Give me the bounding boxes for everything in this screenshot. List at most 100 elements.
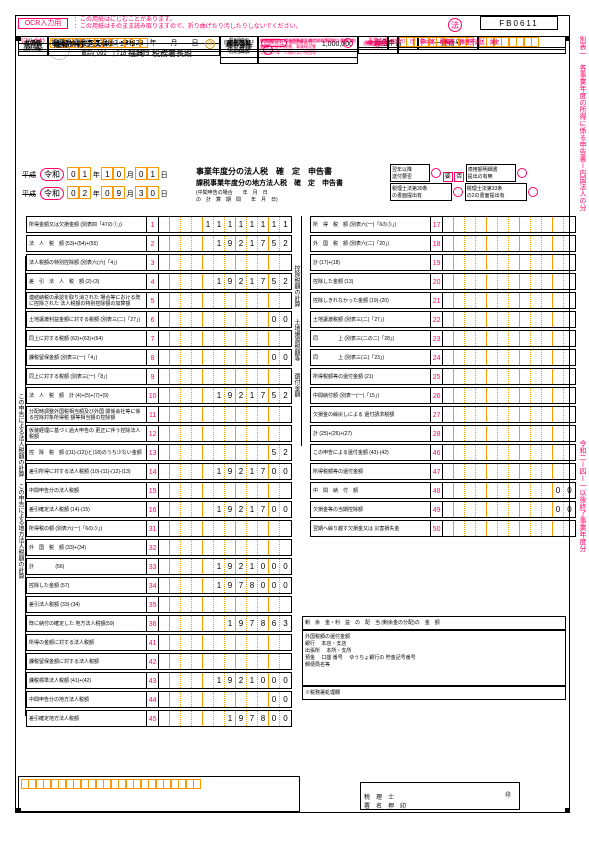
digit-cell (247, 445, 258, 460)
digit-cell (476, 236, 487, 251)
digit-cell (520, 388, 531, 403)
rpl3: 税理士法第33条 の2の書面提出有 (465, 183, 527, 201)
digit-cell (258, 692, 269, 707)
digit-cell (520, 331, 531, 346)
digit-cell (214, 312, 225, 327)
digit-cell (159, 388, 170, 403)
row-num: 35 (147, 597, 159, 612)
digit-cell: 0 (280, 711, 291, 726)
digit-cell (170, 711, 181, 726)
digit-cell: 9 (225, 388, 236, 403)
digit-cell (531, 369, 542, 384)
digit-cell (465, 293, 476, 308)
digit-cell (225, 426, 236, 441)
digit-cell (509, 255, 520, 270)
tenpu-label: 添付書類 (220, 36, 258, 58)
row-num: 6 (147, 312, 159, 327)
row-label: 控 除 税 額 ((11)-(12))と(18)のうち少ない金額 (27, 445, 147, 460)
digit-cell (170, 521, 181, 536)
period-to: 平成 令和 02 年 09 月 30 日 (22, 186, 168, 200)
digit-cell (159, 616, 170, 631)
row-label: 所得金額又は欠損金額 (別表四「47の①」) (27, 217, 147, 232)
digit-cell (564, 369, 575, 384)
digit-cell (280, 331, 291, 346)
calc-row: 同 上 (別表三(三)「23」)24 (310, 349, 576, 366)
digit-cell (487, 331, 498, 346)
digit-cell (170, 350, 181, 365)
digit-cell (159, 236, 170, 251)
digit-cell (236, 654, 247, 669)
digit-cell (553, 350, 564, 365)
row-num: 34 (147, 578, 159, 593)
row-label: 法 人 税 額 (53)+(54)+(55) (27, 236, 147, 251)
digit-cell (170, 426, 181, 441)
digit-cell (531, 236, 542, 251)
digit-cell (192, 483, 203, 498)
digit-cell (564, 426, 575, 441)
digit-cell (454, 521, 465, 536)
digit-cell (170, 255, 181, 270)
row-label: 差引確定法人税額 (14)-(15) (27, 502, 147, 517)
digit-cell (258, 331, 269, 346)
digit-cell (498, 483, 509, 498)
digit-cell (159, 407, 170, 422)
digit-cell: 1 (247, 274, 258, 289)
digit-cell (531, 445, 542, 460)
digit-cell (454, 445, 465, 460)
row-cells: 1921000 (159, 559, 291, 574)
digit-cell (170, 369, 181, 384)
to-heisei: 平成 (22, 191, 36, 198)
digit-cell (553, 217, 564, 232)
digit-cell (225, 331, 236, 346)
digit-cell (553, 426, 564, 441)
row-cells: 00 (443, 483, 575, 498)
digit-cell (159, 312, 170, 327)
row-cells: 11111111 (159, 217, 291, 232)
row-label: 所得税額等の還付金額 (21) (311, 369, 431, 384)
digit-cell (236, 407, 247, 422)
digit-cell (509, 483, 520, 498)
to-era: 令和 (40, 187, 64, 200)
digit-cell (203, 597, 214, 612)
digit-cell (181, 654, 192, 669)
row-num: 4 (147, 274, 159, 289)
digit-cell (181, 597, 192, 612)
digit-cell (509, 236, 520, 251)
digit-cell (280, 521, 291, 536)
digit-cell (509, 407, 520, 422)
row-label: 所得税の額 (別表六(一)「6の③」) (27, 521, 147, 536)
calc-row: 課税留保金額に対する法人税額42 (26, 653, 292, 670)
digit-cell (170, 597, 181, 612)
digit-cell (454, 331, 465, 346)
digit-cell (454, 464, 465, 479)
digit-cell: 9 (225, 236, 236, 251)
digit-cell: 2 (236, 673, 247, 688)
digit-cell (443, 407, 454, 422)
mid-note: (中間申告の場合 年 月 日 の 計 算 期 間 年 月 日) (196, 189, 278, 203)
digit-cell (269, 426, 280, 441)
digit-cell: 2 (236, 236, 247, 251)
row-num: 44 (147, 692, 159, 707)
digit-cell: 0 (269, 312, 280, 327)
digit-cell (247, 369, 258, 384)
digit-cell (258, 350, 269, 365)
digit-cell: 0 (269, 502, 280, 517)
row-cells (159, 331, 291, 346)
digit-cell (225, 635, 236, 650)
digit-cell (520, 426, 531, 441)
digit-cell (159, 255, 170, 270)
digit-cell (170, 692, 181, 707)
calc-row: 差引所得に対する法人税額 (10)-(11)-(12)-(13)14192170… (26, 463, 292, 480)
digit-cell (236, 692, 247, 707)
digit-cell (236, 426, 247, 441)
digit-cell (203, 464, 214, 479)
digit-cell (203, 388, 214, 403)
digit-cell: 0 (269, 711, 280, 726)
digit-cell (520, 350, 531, 365)
calc-row: 計 (25)+(26)+(27)28 (310, 425, 576, 442)
digit-cell (170, 559, 181, 574)
calc-row: 課税標準法人税額 (41)+(42)431921000 (26, 672, 292, 689)
row-label: 翌期へ繰り越す欠損金又は 災害損失金 (311, 521, 431, 536)
digit-cell (258, 635, 269, 650)
digit-cell (443, 502, 454, 517)
